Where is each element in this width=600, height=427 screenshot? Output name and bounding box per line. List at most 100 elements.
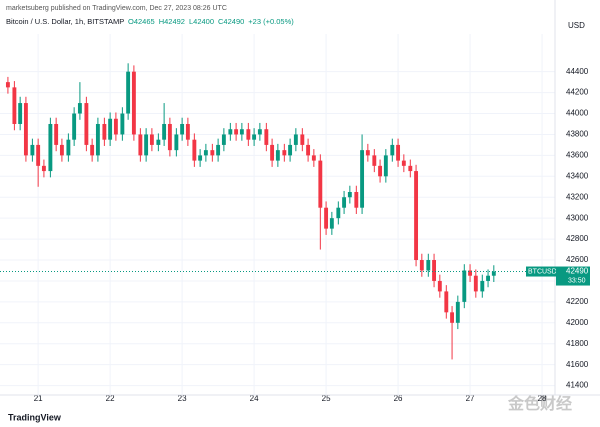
- candle-body: [246, 129, 251, 140]
- candle-body: [275, 150, 280, 161]
- x-tick-label: 23: [178, 394, 187, 403]
- candle-body: [36, 144, 41, 166]
- candle-body: [252, 134, 257, 140]
- candle-body: [108, 118, 113, 140]
- ohlc-value: +23 (+0.05%): [248, 17, 294, 26]
- candle-body: [167, 123, 172, 151]
- candle-body: [95, 123, 100, 156]
- y-tick-label: 43600: [566, 150, 589, 159]
- x-tick-label: 26: [394, 394, 403, 403]
- x-tick-label: 28: [538, 394, 547, 403]
- candle-body: [396, 144, 401, 161]
- y-tick-label: 42600: [566, 255, 589, 264]
- countdown: 33:50: [568, 277, 586, 284]
- y-tick-label: 44200: [566, 88, 589, 97]
- y-tick-label: 43400: [566, 171, 589, 180]
- symbol-label: BTCUSD: [528, 268, 557, 275]
- candle-body: [174, 134, 179, 151]
- candle-body: [354, 192, 359, 208]
- candle-body: [300, 134, 305, 145]
- candle-body: [162, 123, 167, 140]
- y-tick-label: 42200: [566, 297, 589, 306]
- candle-body: [257, 129, 262, 135]
- y-tick-label: 41600: [566, 360, 589, 369]
- axis-unit: USD: [568, 21, 585, 30]
- y-tick-label: 42000: [566, 318, 589, 327]
- candle-body: [239, 129, 244, 135]
- candle-body: [210, 150, 215, 156]
- candle-body: [293, 134, 298, 145]
- candle-body: [347, 192, 352, 198]
- candle-body: [72, 113, 77, 140]
- x-tick-label: 25: [322, 394, 331, 403]
- symbol-label-bg: [526, 266, 556, 277]
- candle-body: [383, 155, 388, 177]
- candle-body: [5, 82, 10, 88]
- candle-body: [372, 155, 377, 166]
- candle-body: [365, 150, 370, 156]
- candle-body: [149, 134, 154, 145]
- ohlc-value: O42465: [128, 17, 155, 26]
- candle-body: [288, 144, 293, 156]
- y-tick-label: 43800: [566, 130, 589, 139]
- candle-body: [306, 144, 311, 156]
- candle-body: [84, 103, 89, 145]
- footer-logo: TradingView: [8, 412, 62, 422]
- published-note: marketsuberg published on TradingView.co…: [6, 5, 227, 12]
- candle-body: [192, 139, 197, 161]
- candle-body: [491, 271, 496, 276]
- candle-body: [444, 291, 449, 313]
- candle-body: [318, 160, 323, 208]
- watermark: 金色财经: [507, 394, 572, 413]
- ohlc-value: H42492: [159, 17, 185, 26]
- candle-body: [311, 155, 316, 161]
- candle-body: [138, 134, 143, 156]
- candle-body: [324, 207, 329, 229]
- candle-body: [414, 171, 419, 261]
- candle-body: [408, 165, 413, 172]
- y-tick-label: 41800: [566, 339, 589, 348]
- candle-body: [30, 144, 35, 156]
- grid: [0, 34, 555, 395]
- candle-body: [450, 312, 455, 323]
- candle-body: [90, 144, 95, 156]
- candle-body: [473, 275, 478, 292]
- candle-body: [486, 275, 490, 281]
- symbol-title: Bitcoin / U.S. Dollar, 1h, BITSTAMP: [6, 17, 124, 26]
- candle-body: [198, 155, 203, 161]
- candle-body: [18, 103, 23, 124]
- candle-body: [48, 123, 53, 172]
- candle-body: [23, 103, 28, 156]
- candle-body: [419, 260, 424, 271]
- candle-body: [221, 134, 226, 145]
- price-label-bg: [556, 266, 590, 286]
- price-label: 42490: [566, 267, 589, 276]
- y-tick-label: 41400: [566, 381, 589, 390]
- candle-body: [329, 218, 334, 229]
- y-tick-label: 43000: [566, 213, 589, 222]
- ohlc-value: C42490: [218, 17, 244, 26]
- y-tick-label: 42800: [566, 234, 589, 243]
- candle-body: [185, 123, 190, 140]
- candle-body: [282, 150, 287, 156]
- candle-body: [480, 280, 485, 292]
- candle-body: [342, 197, 347, 208]
- candle-body: [113, 118, 118, 135]
- candle-body: [390, 144, 395, 156]
- candle-body: [156, 139, 161, 145]
- candle-body: [468, 270, 473, 276]
- y-tick-label: 44000: [566, 109, 589, 118]
- candle-body: [59, 144, 64, 156]
- candle-body: [437, 280, 442, 292]
- candle-body: [455, 301, 460, 323]
- candle-body: [401, 160, 406, 166]
- x-tick-label: 27: [466, 394, 475, 403]
- candle-body: [66, 139, 71, 156]
- candle-body: [228, 129, 233, 135]
- candle-body: [120, 113, 125, 135]
- candle-body: [131, 71, 136, 135]
- candle-body: [77, 103, 82, 114]
- candle-body: [12, 87, 17, 124]
- candle-body: [270, 144, 275, 161]
